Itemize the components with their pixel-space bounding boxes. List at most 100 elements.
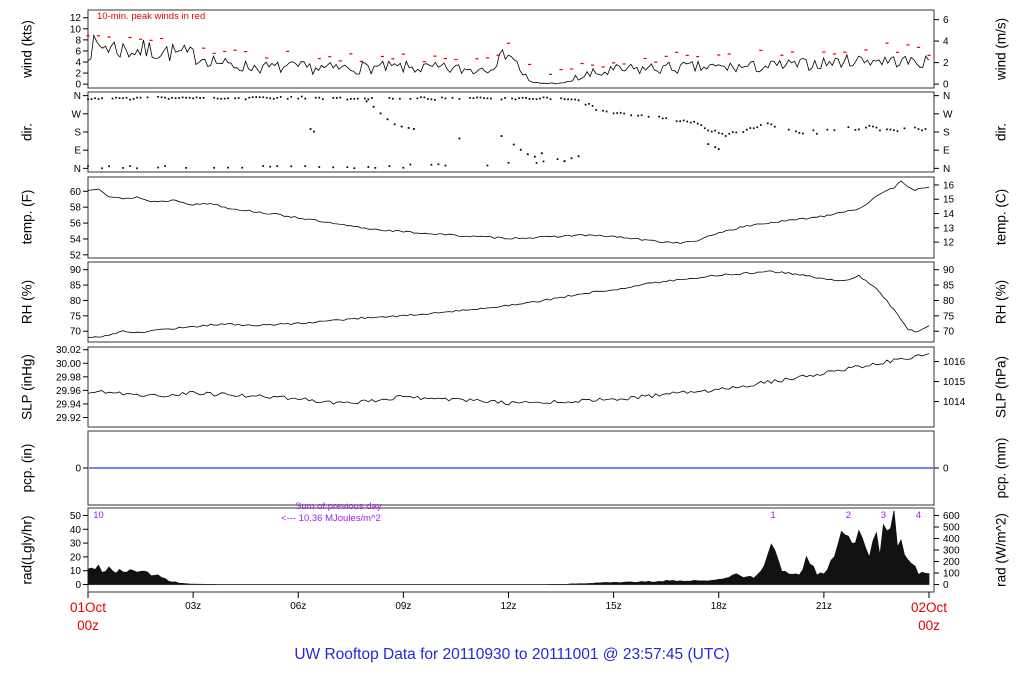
svg-text:60: 60 [70, 187, 82, 198]
svg-text:03z: 03z [185, 601, 201, 612]
svg-text:00z: 00z [77, 618, 99, 633]
radiation-sum-line1: Sum of previous day [295, 501, 382, 512]
svg-text:12: 12 [70, 13, 82, 24]
svg-text:0: 0 [75, 80, 81, 91]
svg-text:200: 200 [943, 557, 960, 568]
svg-text:0: 0 [943, 464, 949, 475]
svg-text:1015: 1015 [943, 377, 966, 388]
svg-text:90: 90 [943, 265, 955, 276]
svg-text:14: 14 [943, 209, 955, 220]
axis-label-slp-hpa: SLP (hPa) [993, 355, 1009, 419]
panel-rh: 70 75 80 85 90 70 75 80 85 90 [70, 261, 955, 343]
svg-text:02Oct: 02Oct [911, 600, 947, 615]
axis-label-pcp-mm: pcp. (mm) [993, 437, 1009, 499]
svg-text:1016: 1016 [943, 357, 966, 368]
svg-text:500: 500 [943, 522, 960, 533]
axis-label-temp-c: temp. (C) [993, 188, 1009, 246]
radiation-sum-note: Sum of previous day <--- 10.36 MJoules/m… [281, 501, 382, 525]
svg-text:16: 16 [943, 180, 955, 191]
svg-text:1: 1 [770, 510, 775, 521]
svg-text:4: 4 [916, 510, 921, 521]
svg-text:0: 0 [75, 464, 81, 475]
axis-label-pcp-in: pcp. (in) [19, 443, 35, 493]
svg-text:E: E [74, 146, 81, 157]
svg-text:18z: 18z [711, 601, 727, 612]
svg-text:85: 85 [70, 281, 82, 292]
svg-text:80: 80 [70, 296, 82, 307]
svg-text:54: 54 [70, 234, 82, 245]
svg-text:29.96: 29.96 [56, 386, 81, 397]
svg-text:52: 52 [70, 250, 82, 261]
svg-text:400: 400 [943, 534, 960, 545]
radiation-sum-line2: <--- 10.36 MJoules/m^2 [281, 513, 381, 524]
svg-text:6: 6 [943, 15, 949, 26]
svg-text:S: S [943, 128, 950, 139]
svg-text:12z: 12z [500, 601, 516, 612]
svg-text:40: 40 [70, 525, 82, 536]
svg-text:90: 90 [70, 265, 82, 276]
svg-text:58: 58 [70, 203, 82, 214]
peak-winds-note: 10-min. peak winds in red [97, 11, 206, 22]
svg-text:3: 3 [881, 510, 886, 521]
svg-text:2: 2 [75, 69, 81, 80]
svg-text:0: 0 [943, 80, 949, 91]
svg-text:600: 600 [943, 511, 960, 522]
svg-text:70: 70 [70, 327, 82, 338]
svg-text:W: W [72, 109, 82, 120]
axis-label-rad-wm2: rad (W/m^2) [993, 513, 1009, 587]
svg-text:30: 30 [70, 539, 82, 550]
axis-label-rh-left: RH (%) [19, 279, 35, 325]
svg-text:15z: 15z [606, 601, 622, 612]
axis-label-dir-left: dir. [19, 122, 35, 142]
svg-text:50: 50 [70, 511, 82, 522]
svg-text:0: 0 [75, 580, 81, 591]
svg-text:12: 12 [943, 238, 955, 249]
axis-label-dir-right: dir. [993, 122, 1009, 142]
svg-text:W: W [943, 109, 953, 120]
panel-slp: 29.92 29.94 29.96 29.98 30.00 30.02 1014 1015 10… [56, 345, 966, 428]
svg-text:E: E [943, 146, 950, 157]
svg-text:06z: 06z [290, 601, 306, 612]
svg-text:75: 75 [70, 311, 82, 322]
svg-text:80: 80 [943, 296, 955, 307]
svg-text:29.98: 29.98 [56, 372, 81, 383]
svg-text:00z: 00z [918, 618, 940, 633]
svg-text:6: 6 [75, 46, 81, 57]
svg-text:N: N [943, 164, 950, 175]
svg-text:10: 10 [70, 566, 82, 577]
axis-label-rh-right: RH (%) [993, 279, 1009, 325]
svg-text:0: 0 [943, 580, 949, 591]
svg-text:100: 100 [943, 569, 960, 580]
axis-label-wind-ms: wind (m/s) [993, 17, 1009, 81]
svg-text:300: 300 [943, 546, 960, 557]
svg-text:2: 2 [846, 510, 851, 521]
svg-text:30.00: 30.00 [56, 359, 81, 370]
svg-text:10: 10 [93, 510, 104, 521]
svg-text:75: 75 [943, 311, 955, 322]
svg-text:29.92: 29.92 [56, 413, 81, 424]
axis-label-temp-f: temp. (F) [19, 189, 35, 245]
svg-text:2: 2 [943, 58, 949, 69]
axis-label-slp-inhg: SLP (inHg) [19, 354, 35, 420]
svg-text:15: 15 [943, 195, 955, 206]
svg-text:01Oct: 01Oct [70, 600, 106, 615]
svg-text:29.94: 29.94 [56, 399, 81, 410]
svg-text:85: 85 [943, 281, 955, 292]
svg-text:S: S [74, 128, 81, 139]
page-title: UW Rooftop Data for 20110930 to 20111001… [294, 646, 730, 663]
svg-text:1014: 1014 [943, 397, 966, 408]
svg-text:70: 70 [943, 327, 955, 338]
svg-text:4: 4 [943, 37, 949, 48]
axis-label-rad-lgly: rad(Lgly/hr) [19, 515, 35, 585]
svg-text:N: N [74, 164, 81, 175]
svg-text:4: 4 [75, 58, 81, 69]
svg-text:21z: 21z [816, 601, 832, 612]
axis-label-wind-kts: wind (kts) [19, 20, 35, 78]
x-axis: 03z 06z 09z 12z 15z 18z 21z 01Oct 00z 02Oct 00z [70, 592, 947, 633]
